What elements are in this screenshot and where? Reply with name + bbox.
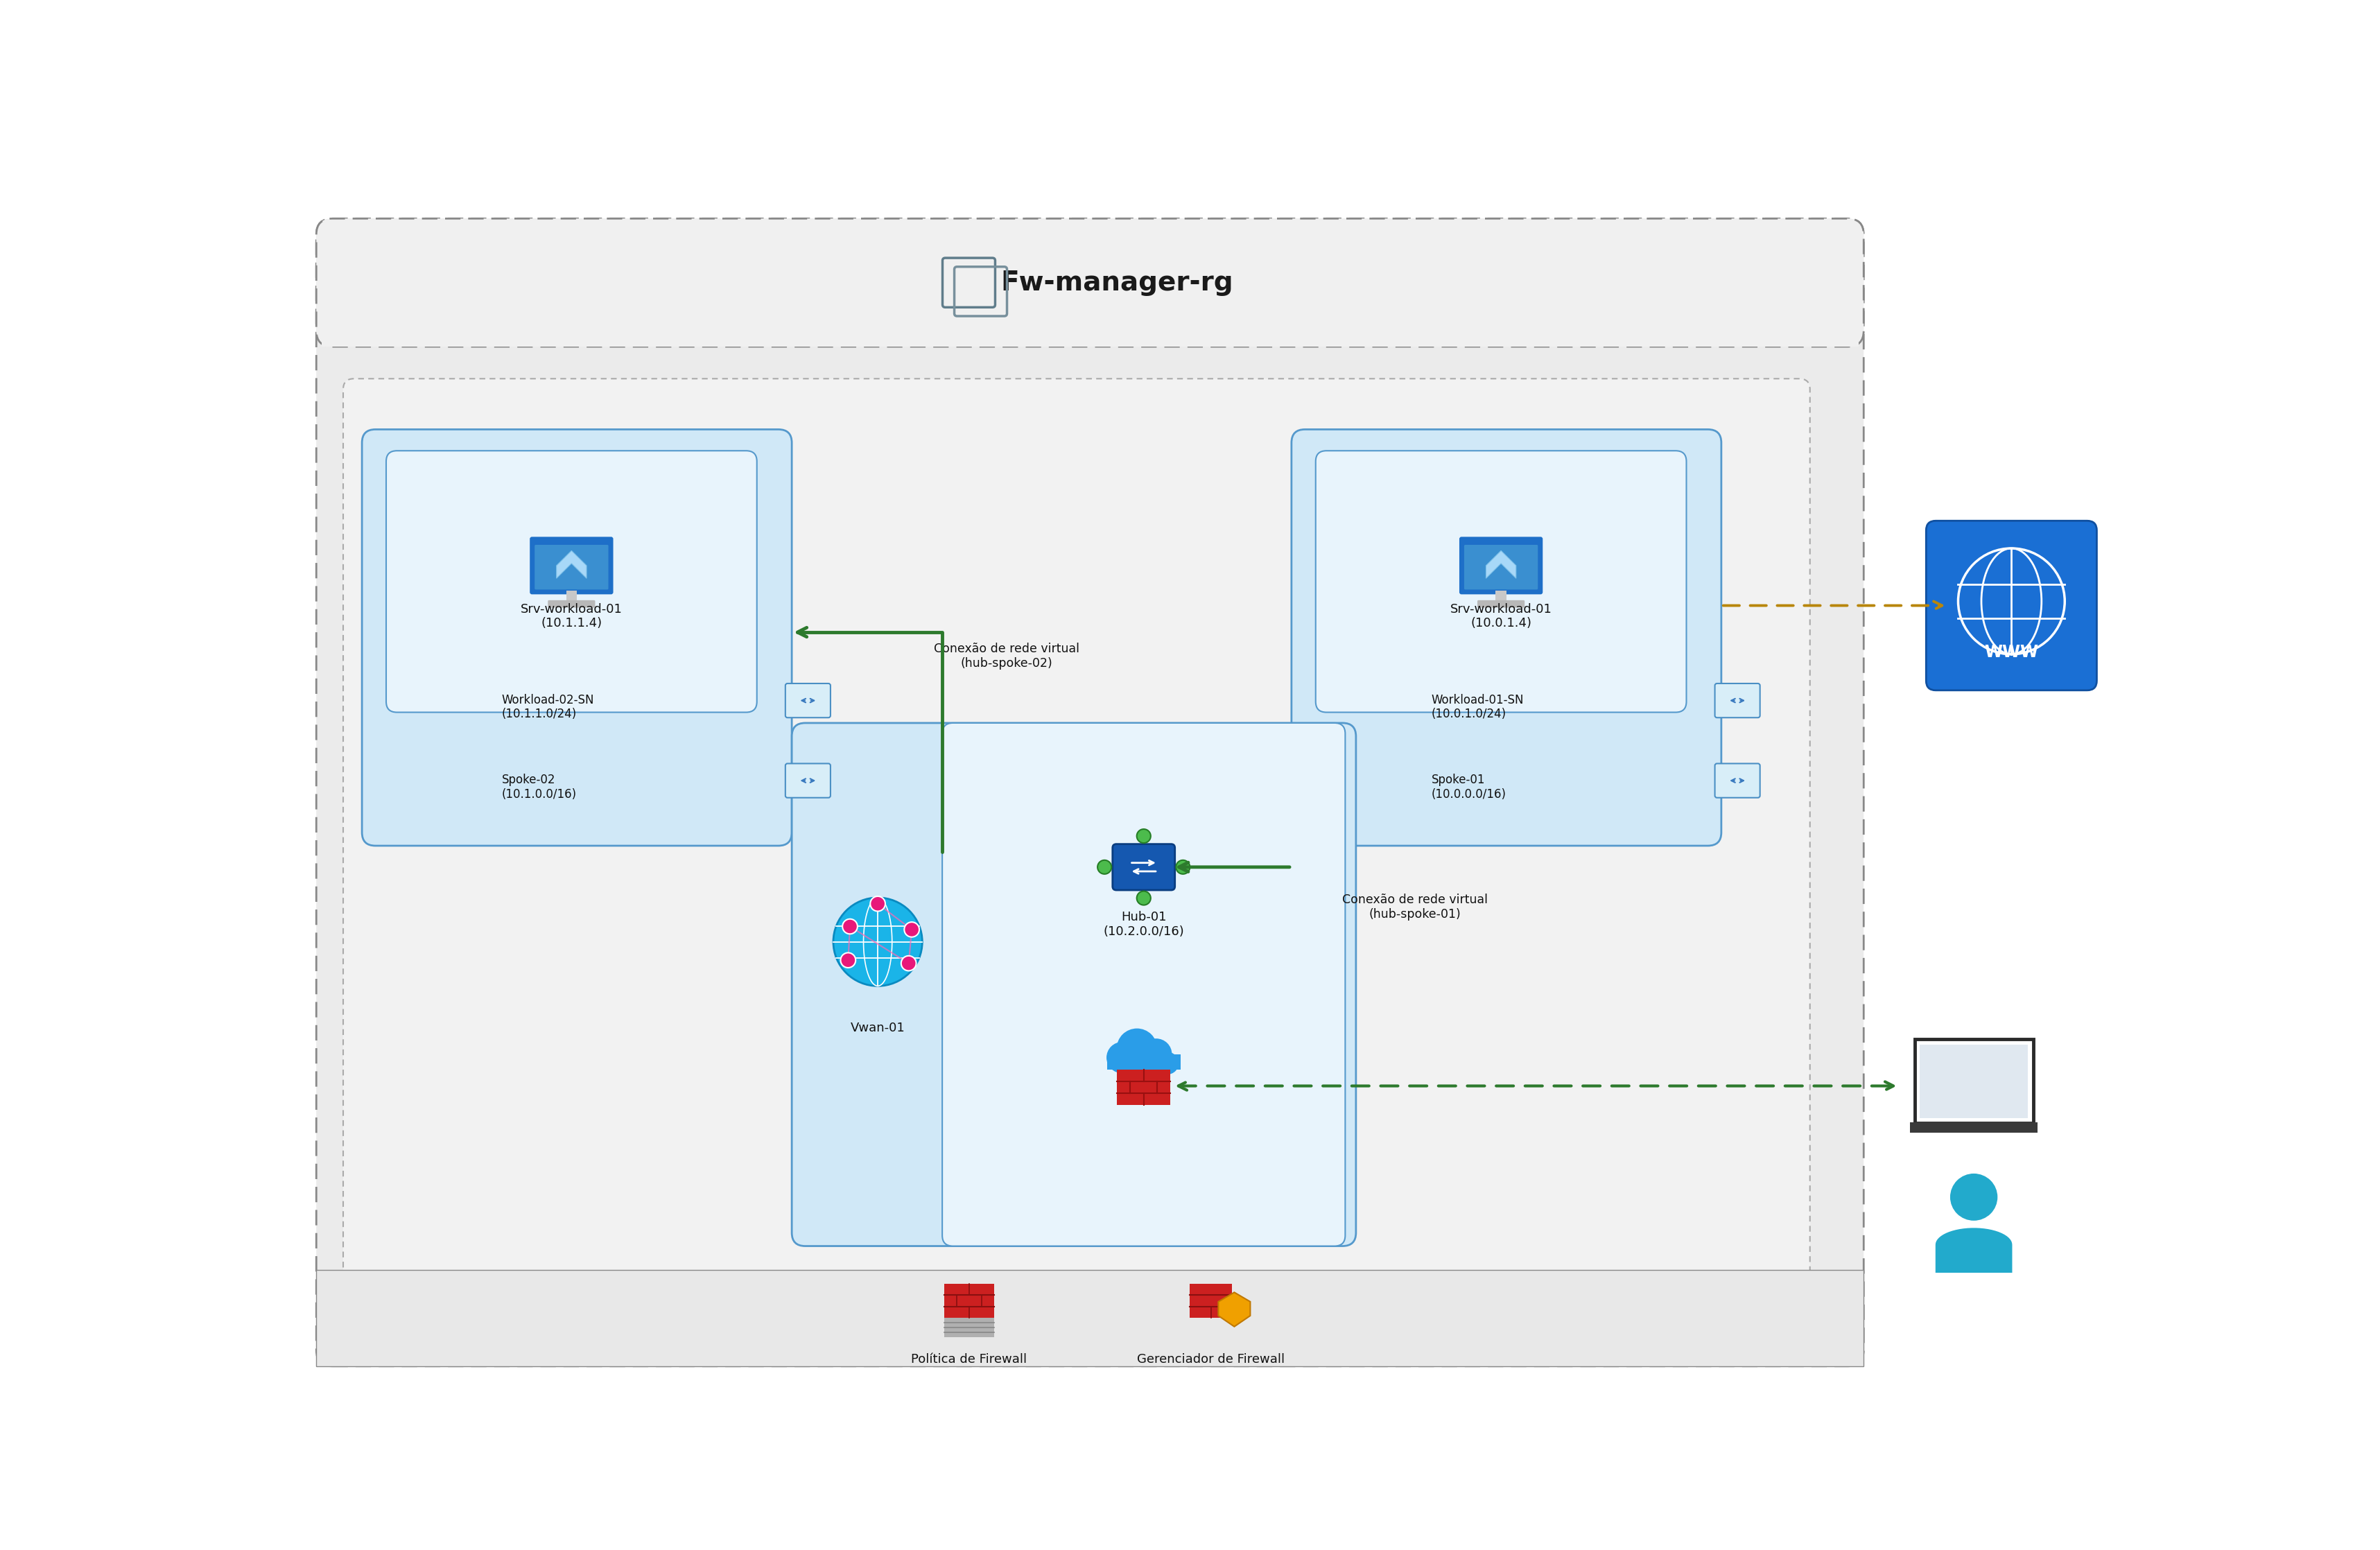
FancyBboxPatch shape bbox=[1316, 451, 1687, 713]
Polygon shape bbox=[1219, 1293, 1250, 1327]
Text: Política de Firewall: Política de Firewall bbox=[912, 1353, 1028, 1366]
Text: Workload-01-SN
(10.0.1.0/24): Workload-01-SN (10.0.1.0/24) bbox=[1430, 693, 1523, 721]
Bar bbox=[1190, 1283, 1233, 1318]
FancyBboxPatch shape bbox=[793, 722, 1357, 1246]
FancyBboxPatch shape bbox=[343, 378, 1809, 1286]
Circle shape bbox=[1140, 1039, 1171, 1070]
Text: Spoke-02
(10.1.0.0/16): Spoke-02 (10.1.0.0/16) bbox=[502, 773, 576, 800]
Text: Conexão de rede virtual
(hub-spoke-02): Conexão de rede virtual (hub-spoke-02) bbox=[933, 643, 1081, 670]
Circle shape bbox=[1138, 891, 1150, 905]
Text: Vwan-01: Vwan-01 bbox=[850, 1021, 904, 1034]
Circle shape bbox=[1097, 860, 1111, 874]
Text: WWW: WWW bbox=[1985, 645, 2040, 660]
Bar bbox=[321, 293, 1859, 347]
Text: Srv-workload-01
(10.0.1.4): Srv-workload-01 (10.0.1.4) bbox=[1449, 603, 1552, 629]
FancyBboxPatch shape bbox=[1111, 845, 1176, 890]
Bar bbox=[566, 591, 576, 603]
Bar bbox=[1911, 1122, 2037, 1133]
FancyBboxPatch shape bbox=[1925, 521, 2097, 690]
Circle shape bbox=[871, 896, 885, 911]
FancyBboxPatch shape bbox=[536, 544, 609, 589]
Polygon shape bbox=[1485, 550, 1516, 578]
Circle shape bbox=[1138, 829, 1150, 843]
Circle shape bbox=[843, 919, 857, 935]
FancyBboxPatch shape bbox=[317, 219, 1864, 1366]
FancyBboxPatch shape bbox=[362, 429, 793, 846]
Circle shape bbox=[1116, 1029, 1157, 1070]
Polygon shape bbox=[557, 550, 585, 578]
Bar bbox=[1921, 1045, 2028, 1118]
FancyBboxPatch shape bbox=[1464, 544, 1537, 589]
Circle shape bbox=[1949, 1173, 1997, 1220]
FancyBboxPatch shape bbox=[531, 536, 614, 594]
FancyBboxPatch shape bbox=[785, 684, 831, 718]
Text: Hub-01
(10.2.0.0/16): Hub-01 (10.2.0.0/16) bbox=[1104, 911, 1185, 938]
Bar bbox=[1116, 1070, 1171, 1105]
Text: Conexão de rede virtual
(hub-spoke-01): Conexão de rede virtual (hub-spoke-01) bbox=[1342, 894, 1488, 921]
Polygon shape bbox=[1935, 1228, 2011, 1273]
Circle shape bbox=[840, 953, 857, 967]
Circle shape bbox=[1176, 860, 1190, 874]
FancyBboxPatch shape bbox=[1459, 536, 1542, 594]
Text: Srv-workload-01
(10.1.1.4): Srv-workload-01 (10.1.1.4) bbox=[521, 603, 624, 629]
Bar bbox=[1107, 1054, 1180, 1069]
FancyBboxPatch shape bbox=[942, 722, 1345, 1246]
Circle shape bbox=[902, 956, 916, 970]
FancyBboxPatch shape bbox=[317, 219, 1864, 347]
FancyBboxPatch shape bbox=[1914, 1039, 2033, 1124]
FancyBboxPatch shape bbox=[785, 764, 831, 798]
FancyBboxPatch shape bbox=[1292, 429, 1721, 846]
Circle shape bbox=[833, 897, 923, 986]
FancyBboxPatch shape bbox=[1716, 764, 1759, 798]
Circle shape bbox=[904, 922, 919, 938]
FancyBboxPatch shape bbox=[547, 600, 595, 608]
Bar bbox=[1495, 591, 1507, 603]
Bar bbox=[945, 1318, 995, 1338]
FancyBboxPatch shape bbox=[1716, 684, 1759, 718]
Text: Gerenciador de Firewall: Gerenciador de Firewall bbox=[1138, 1353, 1285, 1366]
FancyBboxPatch shape bbox=[1478, 600, 1526, 608]
Text: Workload-02-SN
(10.1.1.0/24): Workload-02-SN (10.1.1.0/24) bbox=[502, 693, 595, 721]
Text: Spoke-01
(10.0.0.0/16): Spoke-01 (10.0.0.0/16) bbox=[1430, 773, 1507, 800]
Text: Fw-manager-rg: Fw-manager-rg bbox=[1000, 270, 1233, 296]
Circle shape bbox=[1107, 1042, 1138, 1073]
FancyBboxPatch shape bbox=[386, 451, 757, 713]
Bar bbox=[317, 1269, 1864, 1366]
Bar bbox=[945, 1283, 995, 1318]
Circle shape bbox=[1157, 1052, 1178, 1074]
